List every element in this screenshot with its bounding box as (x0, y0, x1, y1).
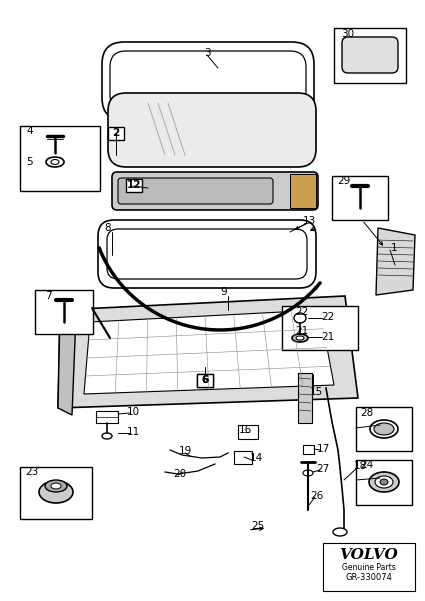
Bar (20, 126, 100, 191)
Text: 20: 20 (173, 469, 187, 479)
Polygon shape (58, 310, 76, 415)
Bar (20, 467, 92, 519)
Text: 18: 18 (353, 461, 367, 471)
Bar (197, 373, 213, 386)
Ellipse shape (51, 159, 59, 165)
Ellipse shape (39, 481, 73, 503)
Bar (126, 178, 142, 192)
Text: GR-330074: GR-330074 (346, 573, 392, 582)
Bar (323, 543, 415, 591)
Bar (197, 373, 213, 386)
Polygon shape (58, 296, 358, 408)
FancyBboxPatch shape (118, 178, 273, 204)
Text: 22: 22 (321, 312, 334, 322)
Text: 10: 10 (126, 407, 139, 417)
Text: 13: 13 (302, 216, 316, 226)
Ellipse shape (303, 470, 313, 476)
Text: 2: 2 (112, 128, 119, 138)
Text: 4: 4 (27, 126, 33, 136)
Ellipse shape (296, 336, 304, 340)
Ellipse shape (369, 472, 399, 492)
Text: 16: 16 (238, 425, 252, 435)
Bar (356, 407, 412, 451)
Bar (332, 176, 388, 220)
FancyBboxPatch shape (107, 229, 307, 279)
Text: 6: 6 (201, 375, 209, 385)
Text: 7: 7 (45, 291, 51, 301)
Ellipse shape (333, 528, 347, 536)
Bar (298, 373, 312, 423)
FancyBboxPatch shape (98, 220, 316, 288)
Polygon shape (376, 228, 415, 295)
Text: Genuine Parts: Genuine Parts (342, 563, 396, 572)
Text: 14: 14 (249, 453, 263, 463)
Text: 11: 11 (126, 427, 140, 437)
Ellipse shape (294, 313, 306, 323)
Ellipse shape (374, 423, 394, 435)
FancyBboxPatch shape (112, 172, 318, 210)
Text: 22: 22 (295, 307, 308, 317)
Text: 9: 9 (221, 287, 227, 297)
Bar (35, 290, 93, 334)
Ellipse shape (46, 157, 64, 167)
Bar (238, 425, 258, 439)
Bar (108, 126, 124, 139)
Ellipse shape (51, 483, 61, 489)
FancyBboxPatch shape (342, 37, 398, 73)
Text: 29: 29 (337, 176, 351, 186)
Text: 28: 28 (360, 408, 374, 418)
Text: VOLVO: VOLVO (340, 548, 398, 562)
Text: 6: 6 (201, 375, 209, 385)
Text: 21: 21 (295, 326, 308, 336)
Ellipse shape (102, 433, 112, 439)
Bar (282, 306, 358, 350)
Bar (290, 174, 316, 208)
Ellipse shape (45, 480, 67, 492)
Text: 17: 17 (316, 444, 330, 454)
Bar (356, 460, 412, 505)
Ellipse shape (292, 334, 308, 342)
Text: 27: 27 (316, 464, 330, 474)
Text: 8: 8 (105, 223, 111, 233)
Text: 3: 3 (204, 48, 210, 58)
Ellipse shape (370, 420, 398, 438)
Text: 23: 23 (26, 467, 39, 477)
Text: 30: 30 (341, 29, 354, 39)
Text: 26: 26 (310, 491, 323, 501)
Text: 1: 1 (391, 243, 397, 253)
Ellipse shape (380, 479, 388, 485)
Bar (96, 411, 118, 423)
Bar (334, 28, 406, 83)
Text: 19: 19 (178, 446, 192, 456)
Ellipse shape (375, 476, 393, 488)
Text: 5: 5 (27, 157, 33, 167)
Text: 15: 15 (309, 387, 323, 397)
Bar (234, 451, 252, 464)
FancyBboxPatch shape (102, 42, 314, 120)
Polygon shape (84, 310, 334, 394)
Text: 24: 24 (360, 460, 374, 470)
Bar (303, 445, 314, 454)
FancyBboxPatch shape (110, 51, 306, 111)
Text: 21: 21 (321, 332, 334, 342)
FancyBboxPatch shape (108, 93, 316, 167)
Text: 12: 12 (127, 180, 141, 190)
Text: 25: 25 (251, 521, 265, 531)
